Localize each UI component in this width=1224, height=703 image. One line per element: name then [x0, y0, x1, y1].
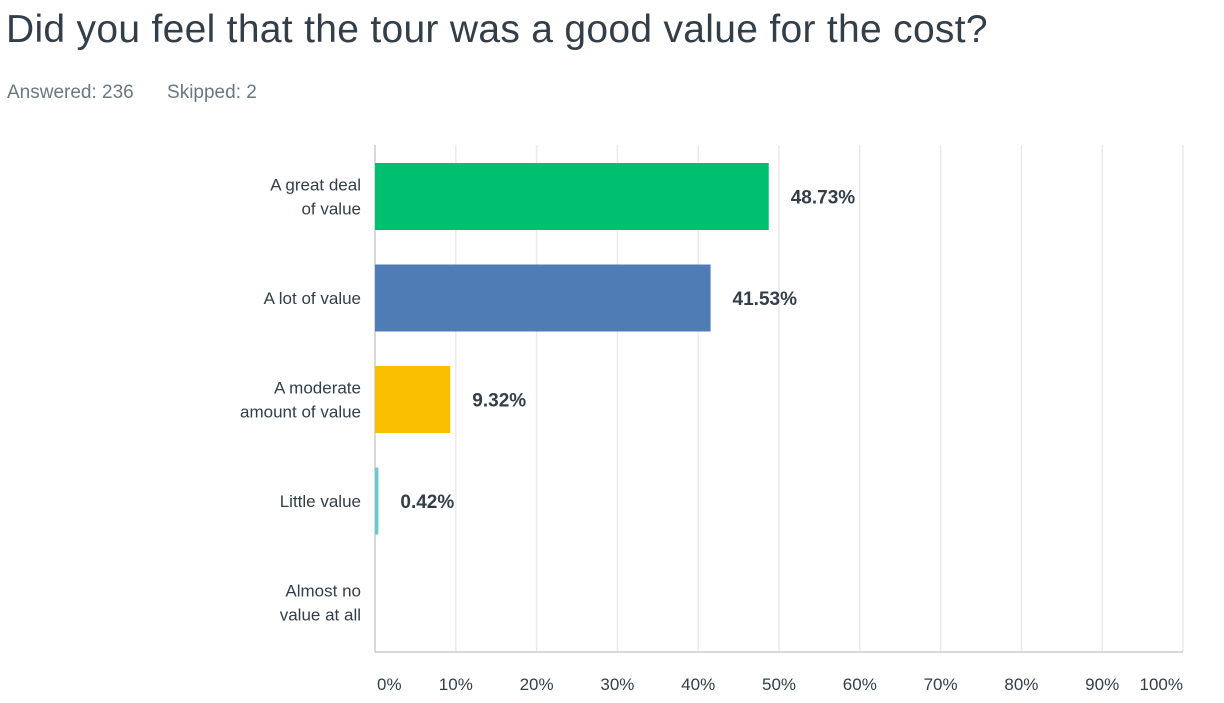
skipped-count: Skipped: 2: [167, 82, 257, 103]
data-label: 41.53%: [733, 289, 798, 310]
x-tick-label: 50%: [762, 675, 796, 694]
category-label: amount of value: [240, 403, 361, 422]
x-tick-label: 60%: [843, 675, 877, 694]
category-label: value at all: [280, 606, 361, 625]
x-tick-label: 100%: [1140, 675, 1183, 694]
x-tick-label: 40%: [681, 675, 715, 694]
category-label: Little value: [280, 492, 361, 511]
bar: [375, 163, 769, 230]
answered-count: Answered: 236: [7, 82, 134, 103]
data-label: 0.42%: [400, 492, 454, 513]
data-label: 9.32%: [472, 391, 526, 412]
x-tick-label: 30%: [600, 675, 634, 694]
x-tick-label: 90%: [1085, 675, 1119, 694]
category-label: Almost no: [285, 582, 361, 601]
category-label: A moderate: [274, 379, 361, 398]
x-tick-label: 70%: [924, 675, 958, 694]
data-label: 48.73%: [791, 188, 856, 209]
x-tick-label: 20%: [520, 675, 554, 694]
response-stats: Answered: 236 Skipped: 2: [7, 82, 257, 104]
bar: [375, 366, 451, 433]
bar: [375, 467, 379, 535]
category-label: A lot of value: [264, 289, 361, 308]
question-title: Did you feel that the tour was a good va…: [6, 8, 988, 51]
x-tick-label: 10%: [439, 675, 473, 694]
category-label: of value: [301, 200, 361, 219]
bar: [375, 264, 711, 332]
x-tick-label: 80%: [1004, 675, 1038, 694]
category-label: A great deal: [270, 176, 361, 195]
x-tick-label: 0%: [377, 675, 402, 694]
